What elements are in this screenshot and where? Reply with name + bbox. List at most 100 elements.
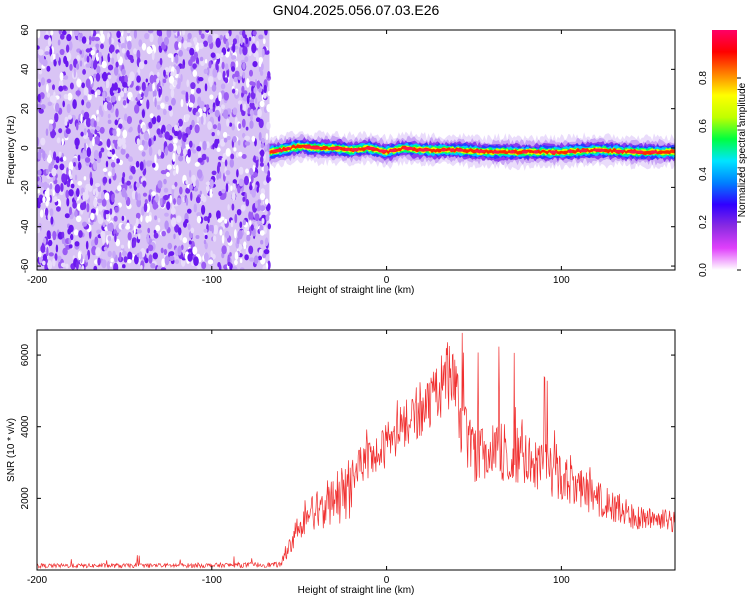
noise-speckle [84, 193, 89, 200]
noise-speckle [118, 118, 123, 125]
noise-speckle [112, 209, 115, 216]
noise-speckle [126, 116, 132, 124]
noise-speckle [227, 204, 230, 211]
noise-speckle [251, 135, 256, 142]
noise-speckle [52, 84, 55, 91]
noise-speckle [115, 61, 119, 68]
noise-speckle [197, 157, 203, 163]
noise-speckle [257, 199, 262, 205]
noise-speckle [173, 198, 176, 205]
noise-speckle [102, 71, 108, 82]
noise-speckle [245, 168, 249, 174]
noise-speckle [98, 55, 102, 66]
noise-speckle [162, 78, 167, 84]
noise-speckle [240, 36, 243, 46]
noise-speckle [172, 152, 176, 162]
chart-title: GN04.2025.056.07.03.E26 [273, 2, 440, 18]
noise-speckle [216, 173, 219, 180]
noise-speckle [148, 160, 153, 165]
noise-speckle [149, 113, 154, 119]
noise-speckle [38, 182, 45, 188]
noise-speckle [242, 45, 248, 56]
spectrogram-y-tick-label: -60 [20, 258, 31, 273]
noise-speckle [253, 155, 256, 163]
noise-speckle [52, 258, 56, 267]
noise-speckle [265, 133, 269, 141]
noise-speckle [116, 30, 121, 39]
noise-speckle [127, 40, 132, 50]
spectrogram-y-tick-label: 60 [20, 24, 31, 36]
noise-speckle [46, 78, 52, 84]
noise-speckle [242, 103, 247, 112]
noise-speckle [113, 66, 119, 76]
noise-speckle [198, 151, 202, 158]
noise-speckle [156, 62, 161, 70]
noise-speckle [192, 246, 198, 255]
noise-speckle [211, 170, 217, 176]
noise-speckle [246, 234, 251, 242]
noise-speckle [68, 189, 74, 197]
noise-speckle [259, 100, 265, 108]
noise-speckle [210, 250, 213, 257]
noise-speckle [216, 147, 221, 152]
noise-speckle [238, 151, 243, 157]
noise-speckle [136, 75, 141, 83]
noise-speckle [127, 80, 131, 87]
ridge-peak-blob [533, 150, 539, 154]
noise-speckle [144, 60, 148, 65]
noise-speckle [193, 37, 198, 43]
noise-speckle [163, 248, 168, 256]
noise-speckle [106, 138, 111, 148]
noise-speckle [258, 34, 264, 40]
noise-speckle [124, 113, 128, 121]
noise-speckle [246, 95, 250, 105]
noise-speckle [111, 84, 116, 91]
noise-speckle [162, 108, 167, 116]
noise-speckle [72, 201, 77, 209]
noise-speckle [133, 48, 137, 55]
noise-speckle [97, 214, 102, 220]
noise-speckle [68, 238, 72, 245]
noise-speckle [62, 247, 68, 256]
noise-speckle [40, 77, 46, 86]
noise-speckle [102, 168, 108, 172]
noise-speckle [163, 194, 169, 201]
noise-speckle [194, 162, 200, 167]
snr-x-tick-label: 100 [553, 575, 570, 586]
noise-speckle [81, 265, 85, 270]
noise-speckle [241, 85, 245, 94]
noise-speckle [221, 104, 225, 110]
noise-speckle [238, 178, 244, 187]
noise-speckle [148, 193, 152, 202]
noise-speckle [146, 248, 149, 254]
noise-speckle [111, 57, 115, 65]
noise-speckle [256, 186, 259, 193]
noise-speckle [150, 263, 156, 269]
noise-speckle [267, 170, 271, 178]
noise-speckle [98, 151, 102, 159]
noise-speckle [177, 35, 183, 41]
noise-speckle [45, 128, 49, 136]
noise-speckle [201, 153, 207, 161]
noise-speckle [249, 167, 254, 175]
noise-speckle [232, 136, 237, 143]
noise-speckle [239, 221, 243, 228]
noise-speckle [168, 75, 175, 84]
ridge-peak-blob [614, 149, 625, 153]
noise-speckle [156, 78, 160, 84]
noise-speckle [264, 30, 268, 36]
noise-speckle [107, 250, 112, 258]
noise-speckle [81, 82, 85, 89]
noise-speckle [122, 172, 126, 179]
noise-speckle [267, 71, 271, 79]
noise-speckle [225, 40, 229, 50]
noise-speckle [80, 113, 83, 124]
ridge-peak-blob [549, 150, 557, 154]
noise-speckle [135, 191, 138, 201]
noise-speckle [150, 44, 157, 55]
noise-speckle [75, 261, 79, 270]
noise-speckle [154, 97, 157, 108]
noise-speckle [209, 179, 214, 188]
noise-speckle [217, 72, 223, 81]
noise-speckle [156, 71, 160, 77]
